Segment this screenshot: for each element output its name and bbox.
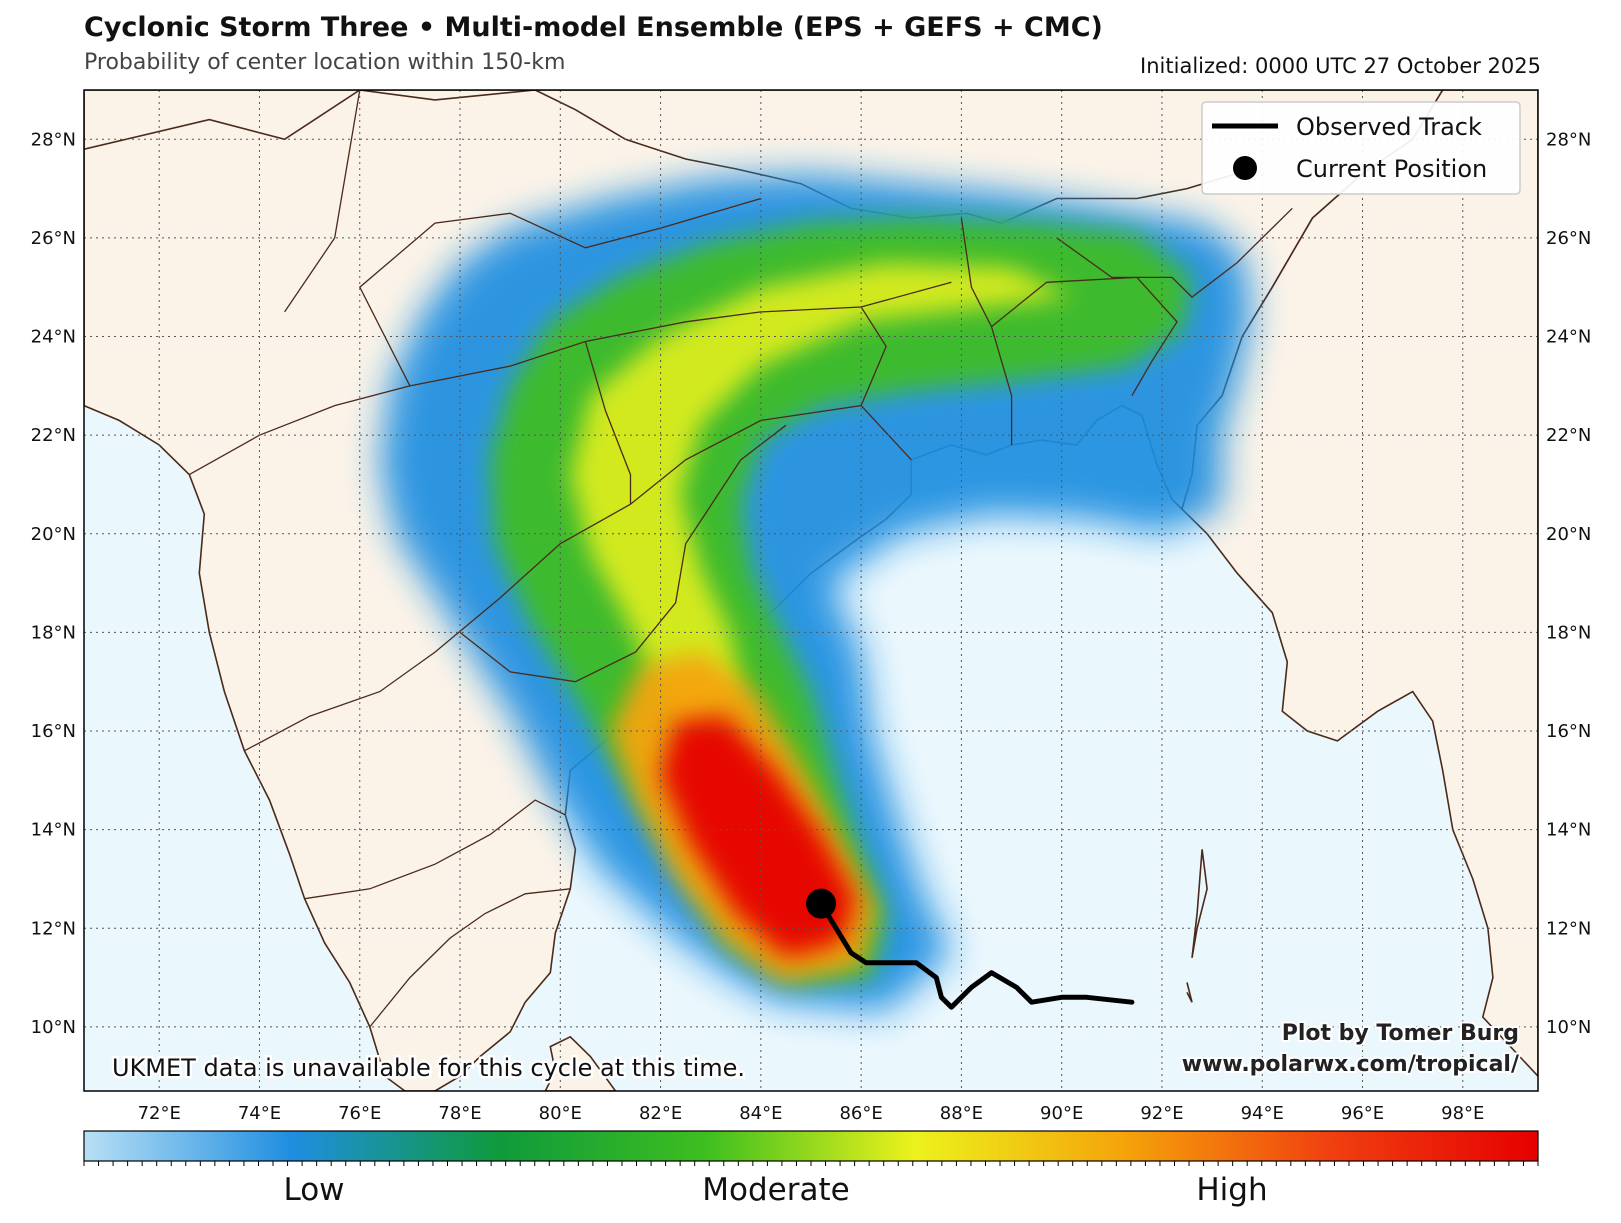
lat-tick-label: 12°N (1546, 918, 1591, 939)
land-southeast-asia (1181, 90, 1538, 1078)
current-position-marker (806, 888, 837, 919)
lat-tick-label: 22°N (31, 425, 76, 446)
colorbar (83, 1130, 1539, 1162)
lon-tick-label: 92°E (1140, 1103, 1183, 1124)
lon-tick-label: 90°E (1040, 1103, 1083, 1124)
map-area: UKMET data is unavailable for this cycle… (84, 90, 1538, 1091)
lat-tick-label: 16°N (1546, 721, 1591, 742)
lon-tick-label: 80°E (539, 1103, 582, 1124)
lon-tick-label: 84°E (739, 1103, 782, 1124)
lat-tick-label: 18°N (1546, 622, 1591, 643)
land-himalaya-north (84, 90, 1253, 224)
lat-tick-label: 28°N (1546, 129, 1591, 150)
lon-tick-label: 86°E (839, 1103, 882, 1124)
lat-tick-label: 20°N (1546, 524, 1591, 545)
lon-tick-label: 98°E (1441, 1103, 1484, 1124)
lat-tick-label: 28°N (31, 129, 76, 150)
credit-url: www.polarwx.com/tropical/ (1182, 1052, 1520, 1077)
lon-tick-label: 88°E (940, 1103, 983, 1124)
longitude-labels: 72°E 74°E 76°E 78°E 80°E 82°E 84°E 86°E 88°E 90°E… (138, 1103, 1485, 1124)
state-borders (188, 90, 1293, 1028)
credit-author: Plot by Tomer Burg (1282, 1021, 1519, 1046)
chart-subtitle: Probability of center location within 15… (84, 50, 566, 75)
lon-tick-label: 76°E (338, 1103, 381, 1124)
lat-tick-label: 24°N (31, 327, 76, 348)
lat-tick-label: 26°N (31, 228, 76, 249)
observed-track-line (818, 901, 1135, 1010)
swath-red-high (660, 716, 857, 958)
lat-tick-label: 14°N (31, 820, 76, 841)
init-time: Initialized: 0000 UTC 27 October 2025 (1140, 54, 1541, 78)
land-andaman-islands (1186, 849, 1208, 1003)
latitude-labels: 10°N 10°N 12°N 12°N 14°N 14°N 16°N 16°N 18°N 18°N… (31, 129, 1592, 1038)
lon-tick-label: 96°E (1341, 1103, 1384, 1124)
legend-position-swatch (1233, 156, 1257, 180)
lat-tick-label: 12°N (31, 918, 76, 939)
lat-tick-label: 22°N (1546, 425, 1591, 446)
colorbar-label-moderate: Moderate (702, 1172, 849, 1208)
lat-tick-label: 16°N (31, 721, 76, 742)
gridlines (84, 90, 1538, 1091)
legend-observed-track: Observed Track (1296, 113, 1482, 141)
colorbar-ticks (83, 1161, 1539, 1166)
legend-current-position: Current Position (1296, 155, 1487, 183)
lat-tick-label: 26°N (1546, 228, 1591, 249)
lon-tick-label: 74°E (238, 1103, 281, 1124)
lat-tick-label: 20°N (31, 524, 76, 545)
ukmet-note: UKMET data is unavailable for this cycle… (112, 1054, 745, 1082)
land-sri-lanka (544, 1035, 617, 1091)
lon-tick-label: 78°E (438, 1103, 481, 1124)
chart-title: Cyclonic Storm Three • Multi-model Ensem… (84, 12, 1103, 43)
legend-box (1201, 101, 1521, 195)
legend: Observed Track Current Position (1201, 101, 1521, 195)
map-frame (83, 89, 1539, 1092)
lat-tick-label: 24°N (1546, 327, 1591, 348)
lon-tick-label: 94°E (1241, 1103, 1284, 1124)
lat-tick-label: 10°N (31, 1017, 76, 1038)
swath-yellow (570, 262, 1072, 731)
lon-tick-label: 82°E (639, 1103, 682, 1124)
lon-tick-label: 72°E (138, 1103, 181, 1124)
lat-tick-label: 18°N (31, 622, 76, 643)
colorbar-label-high: High (1196, 1172, 1267, 1208)
colorbar-label-low: Low (283, 1172, 344, 1208)
lat-tick-label: 14°N (1546, 820, 1591, 841)
lat-tick-label: 10°N (1546, 1017, 1591, 1038)
